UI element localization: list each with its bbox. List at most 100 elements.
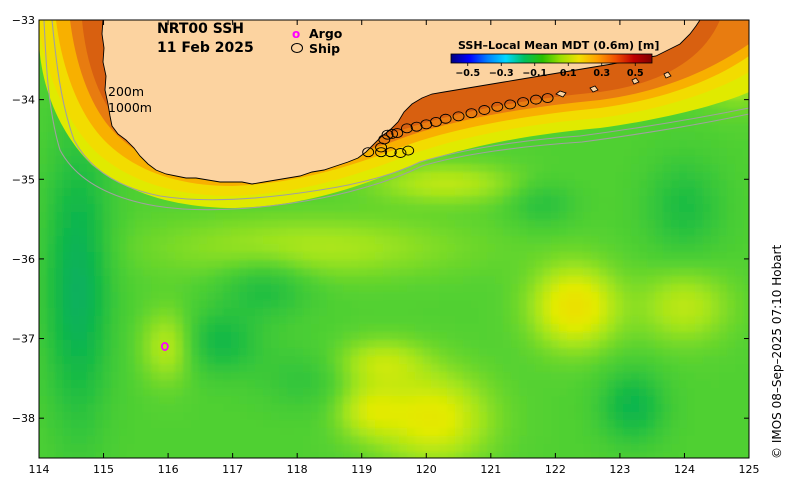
ssh-cell (447, 428, 456, 437)
ssh-cell (119, 412, 128, 421)
ssh-cell (39, 420, 48, 429)
ssh-cell (663, 372, 672, 381)
ssh-cell (399, 252, 408, 261)
ssh-cell (47, 188, 56, 197)
ssh-cell (599, 348, 608, 357)
ssh-cell (743, 108, 749, 117)
ssh-cell (703, 212, 712, 221)
ssh-cell (111, 196, 120, 205)
ssh-cell (559, 396, 568, 405)
ssh-cell (679, 164, 688, 173)
ship-observation (402, 145, 415, 156)
ssh-cell (727, 228, 736, 237)
ssh-cell (719, 276, 728, 285)
ssh-cell (303, 284, 312, 293)
ssh-cell (183, 388, 192, 397)
ssh-cell (191, 292, 200, 301)
ssh-cell (263, 252, 272, 261)
ssh-cell (479, 284, 488, 293)
ssh-cell (263, 316, 272, 325)
ssh-cell (71, 316, 80, 325)
ssh-cell (167, 412, 176, 421)
ssh-cell (239, 372, 248, 381)
ssh-cell (487, 316, 496, 325)
ssh-cell (607, 412, 616, 421)
ssh-cell (79, 188, 88, 197)
ssh-cell (607, 436, 616, 445)
ssh-cell (655, 428, 664, 437)
ssh-cell (223, 220, 232, 229)
ssh-cell (727, 284, 736, 293)
ssh-cell (183, 212, 192, 221)
ssh-cell (63, 316, 72, 325)
ssh-cell (103, 324, 112, 333)
ssh-cell (479, 428, 488, 437)
ssh-cell (167, 372, 176, 381)
ssh-cell (391, 388, 400, 397)
ssh-cell (647, 132, 656, 141)
ssh-cell (47, 196, 56, 205)
ssh-cell (551, 364, 560, 373)
ssh-cell (711, 204, 720, 213)
ssh-cell (55, 236, 64, 245)
ssh-cell (591, 164, 600, 173)
ssh-cell (535, 332, 544, 341)
ssh-cell (327, 228, 336, 237)
ssh-cell (39, 76, 48, 85)
ssh-cell (63, 300, 72, 309)
ssh-cell (359, 196, 368, 205)
ssh-cell (335, 420, 344, 429)
ssh-cell (111, 292, 120, 301)
ssh-cell (207, 276, 216, 285)
ssh-cell (383, 180, 392, 189)
ship-observation (384, 147, 397, 158)
ssh-cell (431, 380, 440, 389)
ssh-cell (663, 156, 672, 165)
ssh-cell (511, 188, 520, 197)
ssh-cell (727, 212, 736, 221)
ssh-cell (143, 204, 152, 213)
ssh-cell (311, 452, 320, 458)
ssh-cell (519, 396, 528, 405)
ssh-cell (551, 156, 560, 165)
ssh-cell (159, 356, 168, 365)
ssh-cell (423, 252, 432, 261)
ssh-cell (679, 324, 688, 333)
ssh-cell (535, 252, 544, 261)
ssh-cell (615, 428, 624, 437)
ssh-cell (87, 396, 96, 405)
ssh-cell (135, 348, 144, 357)
ssh-cell (247, 340, 256, 349)
ssh-cell (95, 444, 104, 453)
ssh-cell (695, 252, 704, 261)
title-product: NRT00 SSH (157, 21, 244, 37)
ssh-cell (335, 308, 344, 317)
ship-legend-label: Ship (309, 41, 340, 56)
ssh-cell (495, 324, 504, 333)
ssh-cell (687, 292, 696, 301)
ssh-cell (215, 380, 224, 389)
ssh-cell (223, 236, 232, 245)
ssh-cell (199, 356, 208, 365)
ssh-cell (119, 252, 128, 261)
ssh-cell (71, 220, 80, 229)
ssh-cell (391, 404, 400, 413)
ssh-cell (543, 148, 552, 157)
ssh-cell (47, 252, 56, 261)
ssh-cell (655, 292, 664, 301)
ssh-cell (591, 196, 600, 205)
ssh-cell (399, 340, 408, 349)
ssh-cell (519, 268, 528, 277)
ssh-cell (151, 260, 160, 269)
ssh-cell (199, 316, 208, 325)
ssh-cell (447, 388, 456, 397)
ssh-cell (47, 116, 56, 125)
ssh-cell (351, 412, 360, 421)
ssh-cell (407, 188, 416, 197)
ssh-cell (695, 140, 704, 149)
ssh-cell (663, 228, 672, 237)
ssh-cell (655, 404, 664, 413)
ssh-cell (687, 284, 696, 293)
ssh-cell (431, 436, 440, 445)
ssh-cell (495, 156, 504, 165)
